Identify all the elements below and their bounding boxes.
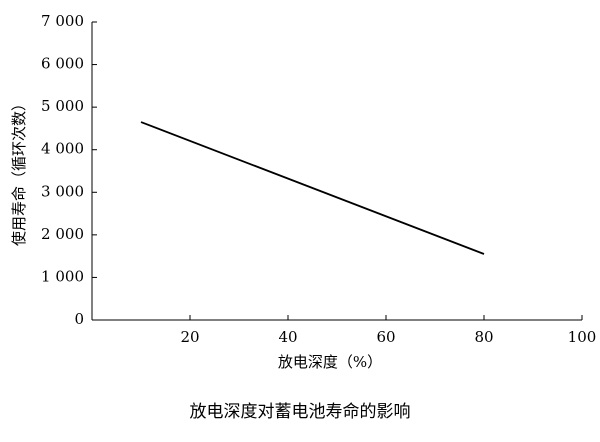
x-tick-label: 60 bbox=[376, 328, 395, 346]
data-line bbox=[140, 121, 485, 255]
y-tick-label: 5 000 bbox=[41, 97, 84, 115]
x-tick-label: 80 bbox=[474, 328, 493, 346]
y-tick-label: 0 bbox=[74, 310, 84, 328]
x-tick-label: 20 bbox=[180, 328, 199, 346]
y-tick-label: 3 000 bbox=[41, 182, 84, 200]
y-tick-label: 4 000 bbox=[41, 140, 84, 158]
x-tick-label: 40 bbox=[278, 328, 297, 346]
x-tick-label: 100 bbox=[568, 328, 597, 346]
y-tick-label: 6 000 bbox=[41, 55, 84, 73]
x-axis-label: 放电深度（%） bbox=[278, 353, 382, 371]
chart-title: 放电深度对蓄电池寿命的影响 bbox=[190, 402, 411, 422]
y-tick-label: 7 000 bbox=[41, 12, 84, 30]
y-tick-label: 2 000 bbox=[41, 225, 84, 243]
y-tick-label: 1 000 bbox=[41, 267, 84, 285]
y-axis-label: 使用寿命（循环次数） bbox=[10, 96, 28, 246]
